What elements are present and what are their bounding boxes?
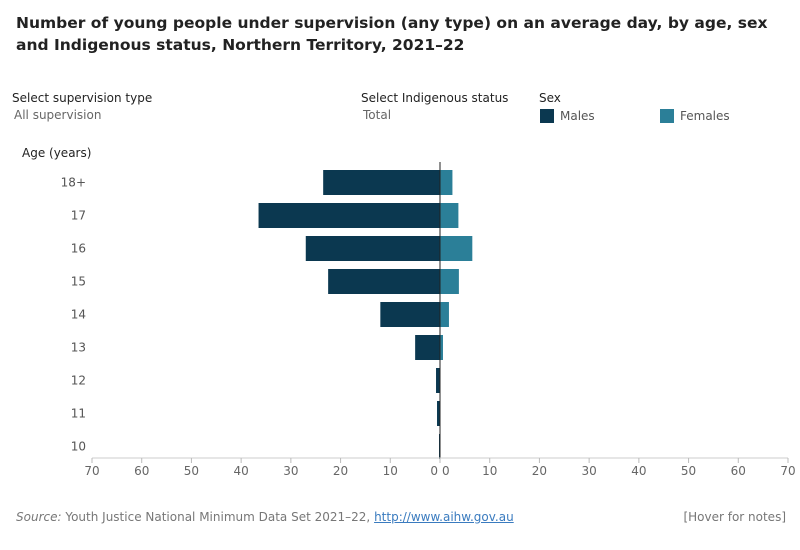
supervision-type-select[interactable]: All supervision (14, 108, 102, 122)
x-tick-label: 20 (333, 464, 348, 478)
female-bar (440, 335, 443, 360)
x-tick-label: 10 (383, 464, 398, 478)
x-tick-label: 70 (780, 464, 795, 478)
male-bar (323, 170, 440, 195)
x-tick-label: 0 (442, 464, 450, 478)
chart-title: Number of young people under supervision… (16, 14, 768, 54)
female-bar (440, 203, 459, 228)
category-label: 17 (71, 209, 86, 223)
male-bar (436, 368, 440, 393)
female-bar (440, 170, 453, 195)
x-tick-label: 10 (482, 464, 497, 478)
hover-notes-button[interactable]: [Hover for notes] (683, 510, 786, 524)
category-label: 18+ (61, 176, 86, 190)
male-bar (258, 203, 440, 228)
category-label: 14 (71, 308, 86, 322)
x-tick-label: 60 (134, 464, 149, 478)
category-label: 11 (71, 407, 86, 421)
x-tick-label: 50 (184, 464, 199, 478)
x-tick-label: 40 (631, 464, 646, 478)
males-swatch (540, 109, 554, 123)
female-bar (440, 236, 473, 261)
male-bar (415, 335, 440, 360)
male-bar (328, 269, 440, 294)
category-label: 12 (71, 374, 86, 388)
legend-label-males: Males (560, 109, 595, 123)
legend-item-males[interactable]: Males (540, 109, 595, 123)
x-tick-label: 0 (430, 464, 438, 478)
butterfly-chart: Age (years) 18+ 17 16 15 14 13 12 11 10 70 60 50 40 30… (22, 146, 796, 478)
source-note: Source: Youth Justice National Minimum D… (16, 510, 514, 524)
female-bar (440, 302, 449, 327)
category-label: 15 (71, 275, 86, 289)
x-tick-label: 30 (582, 464, 597, 478)
female-bar (440, 269, 459, 294)
y-axis-title: Age (years) (22, 146, 91, 160)
source-label: Source: (16, 510, 62, 524)
females-swatch (660, 109, 674, 123)
x-tick-label: 40 (234, 464, 249, 478)
male-bar (380, 302, 440, 327)
x-tick-label: 20 (532, 464, 547, 478)
supervision-type-label: Select supervision type (12, 91, 153, 105)
indigenous-status-select[interactable]: Total (363, 108, 392, 122)
legend-item-females[interactable]: Females (660, 109, 730, 123)
indigenous-status-label: Select Indigenous status (361, 91, 509, 105)
sex-legend-label: Sex (539, 91, 561, 105)
category-label: 10 (71, 440, 86, 454)
x-tick-label: 70 (84, 464, 99, 478)
legend-label-females: Females (680, 109, 730, 123)
male-bar (305, 236, 440, 261)
source-text: Youth Justice National Minimum Data Set … (61, 510, 375, 524)
category-label: 16 (71, 242, 86, 256)
source-link[interactable]: http://www.aihw.gov.au (374, 510, 514, 524)
male-bar (437, 401, 440, 426)
category-label: 13 (71, 341, 86, 355)
x-tick-label: 50 (681, 464, 696, 478)
x-tick-label: 30 (283, 464, 298, 478)
x-tick-label: 60 (731, 464, 746, 478)
